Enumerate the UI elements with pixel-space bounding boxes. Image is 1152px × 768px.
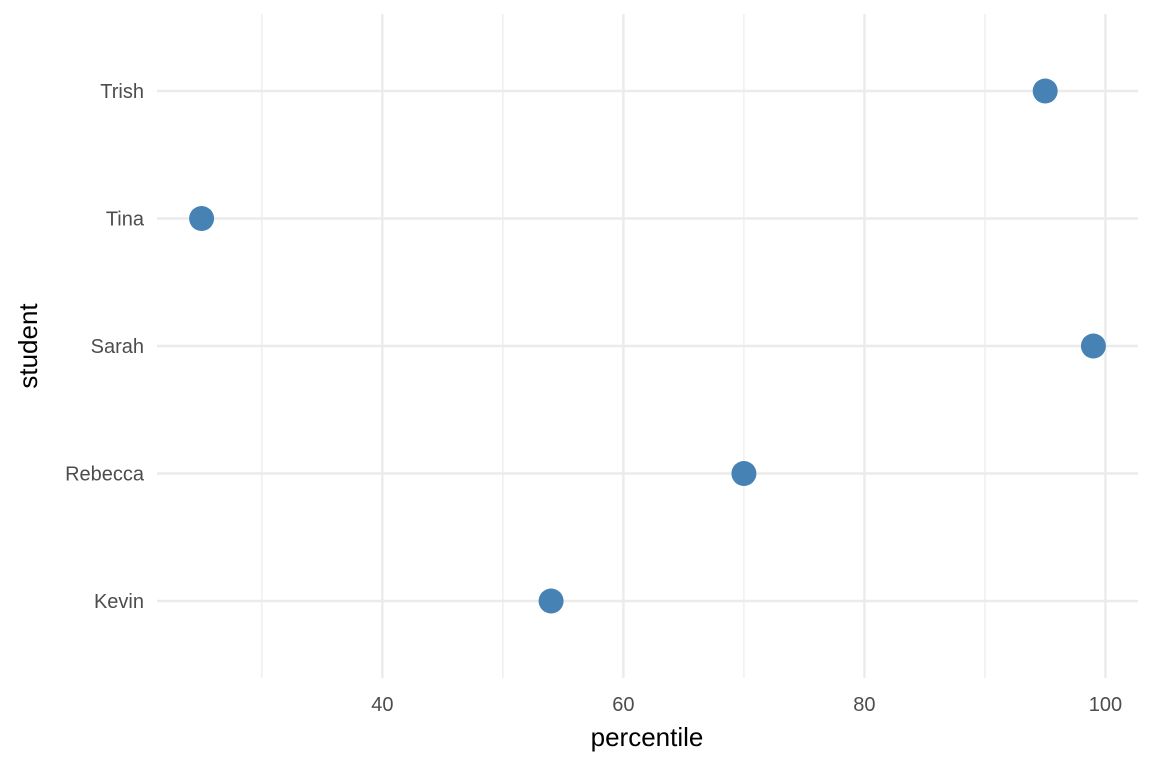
data-point (1032, 78, 1058, 104)
y-axis-title: student (13, 303, 43, 389)
y-tick-label: Sarah (91, 336, 144, 358)
x-tick-label: 100 (1089, 694, 1122, 716)
data-point (1080, 333, 1106, 359)
data-point (538, 588, 564, 614)
data-point (731, 461, 757, 486)
y-tick-label: Kevin (94, 591, 144, 613)
x-tick-labels: 40 60 80 100 (371, 694, 1122, 716)
grid-layer (157, 14, 1138, 678)
y-tick-label: Tina (106, 209, 145, 231)
data-point (189, 206, 215, 231)
x-tick-label: 40 (371, 694, 393, 716)
y-tick-label: Rebecca (65, 464, 145, 486)
y-tick-label: Trish (100, 81, 144, 103)
x-axis-title: percentile (591, 722, 704, 752)
y-tick-labels: Kevin Rebecca Sarah Tina Trish (65, 81, 145, 613)
points-layer (189, 78, 1106, 614)
x-tick-label: 80 (853, 694, 875, 716)
x-tick-label: 60 (612, 694, 634, 716)
